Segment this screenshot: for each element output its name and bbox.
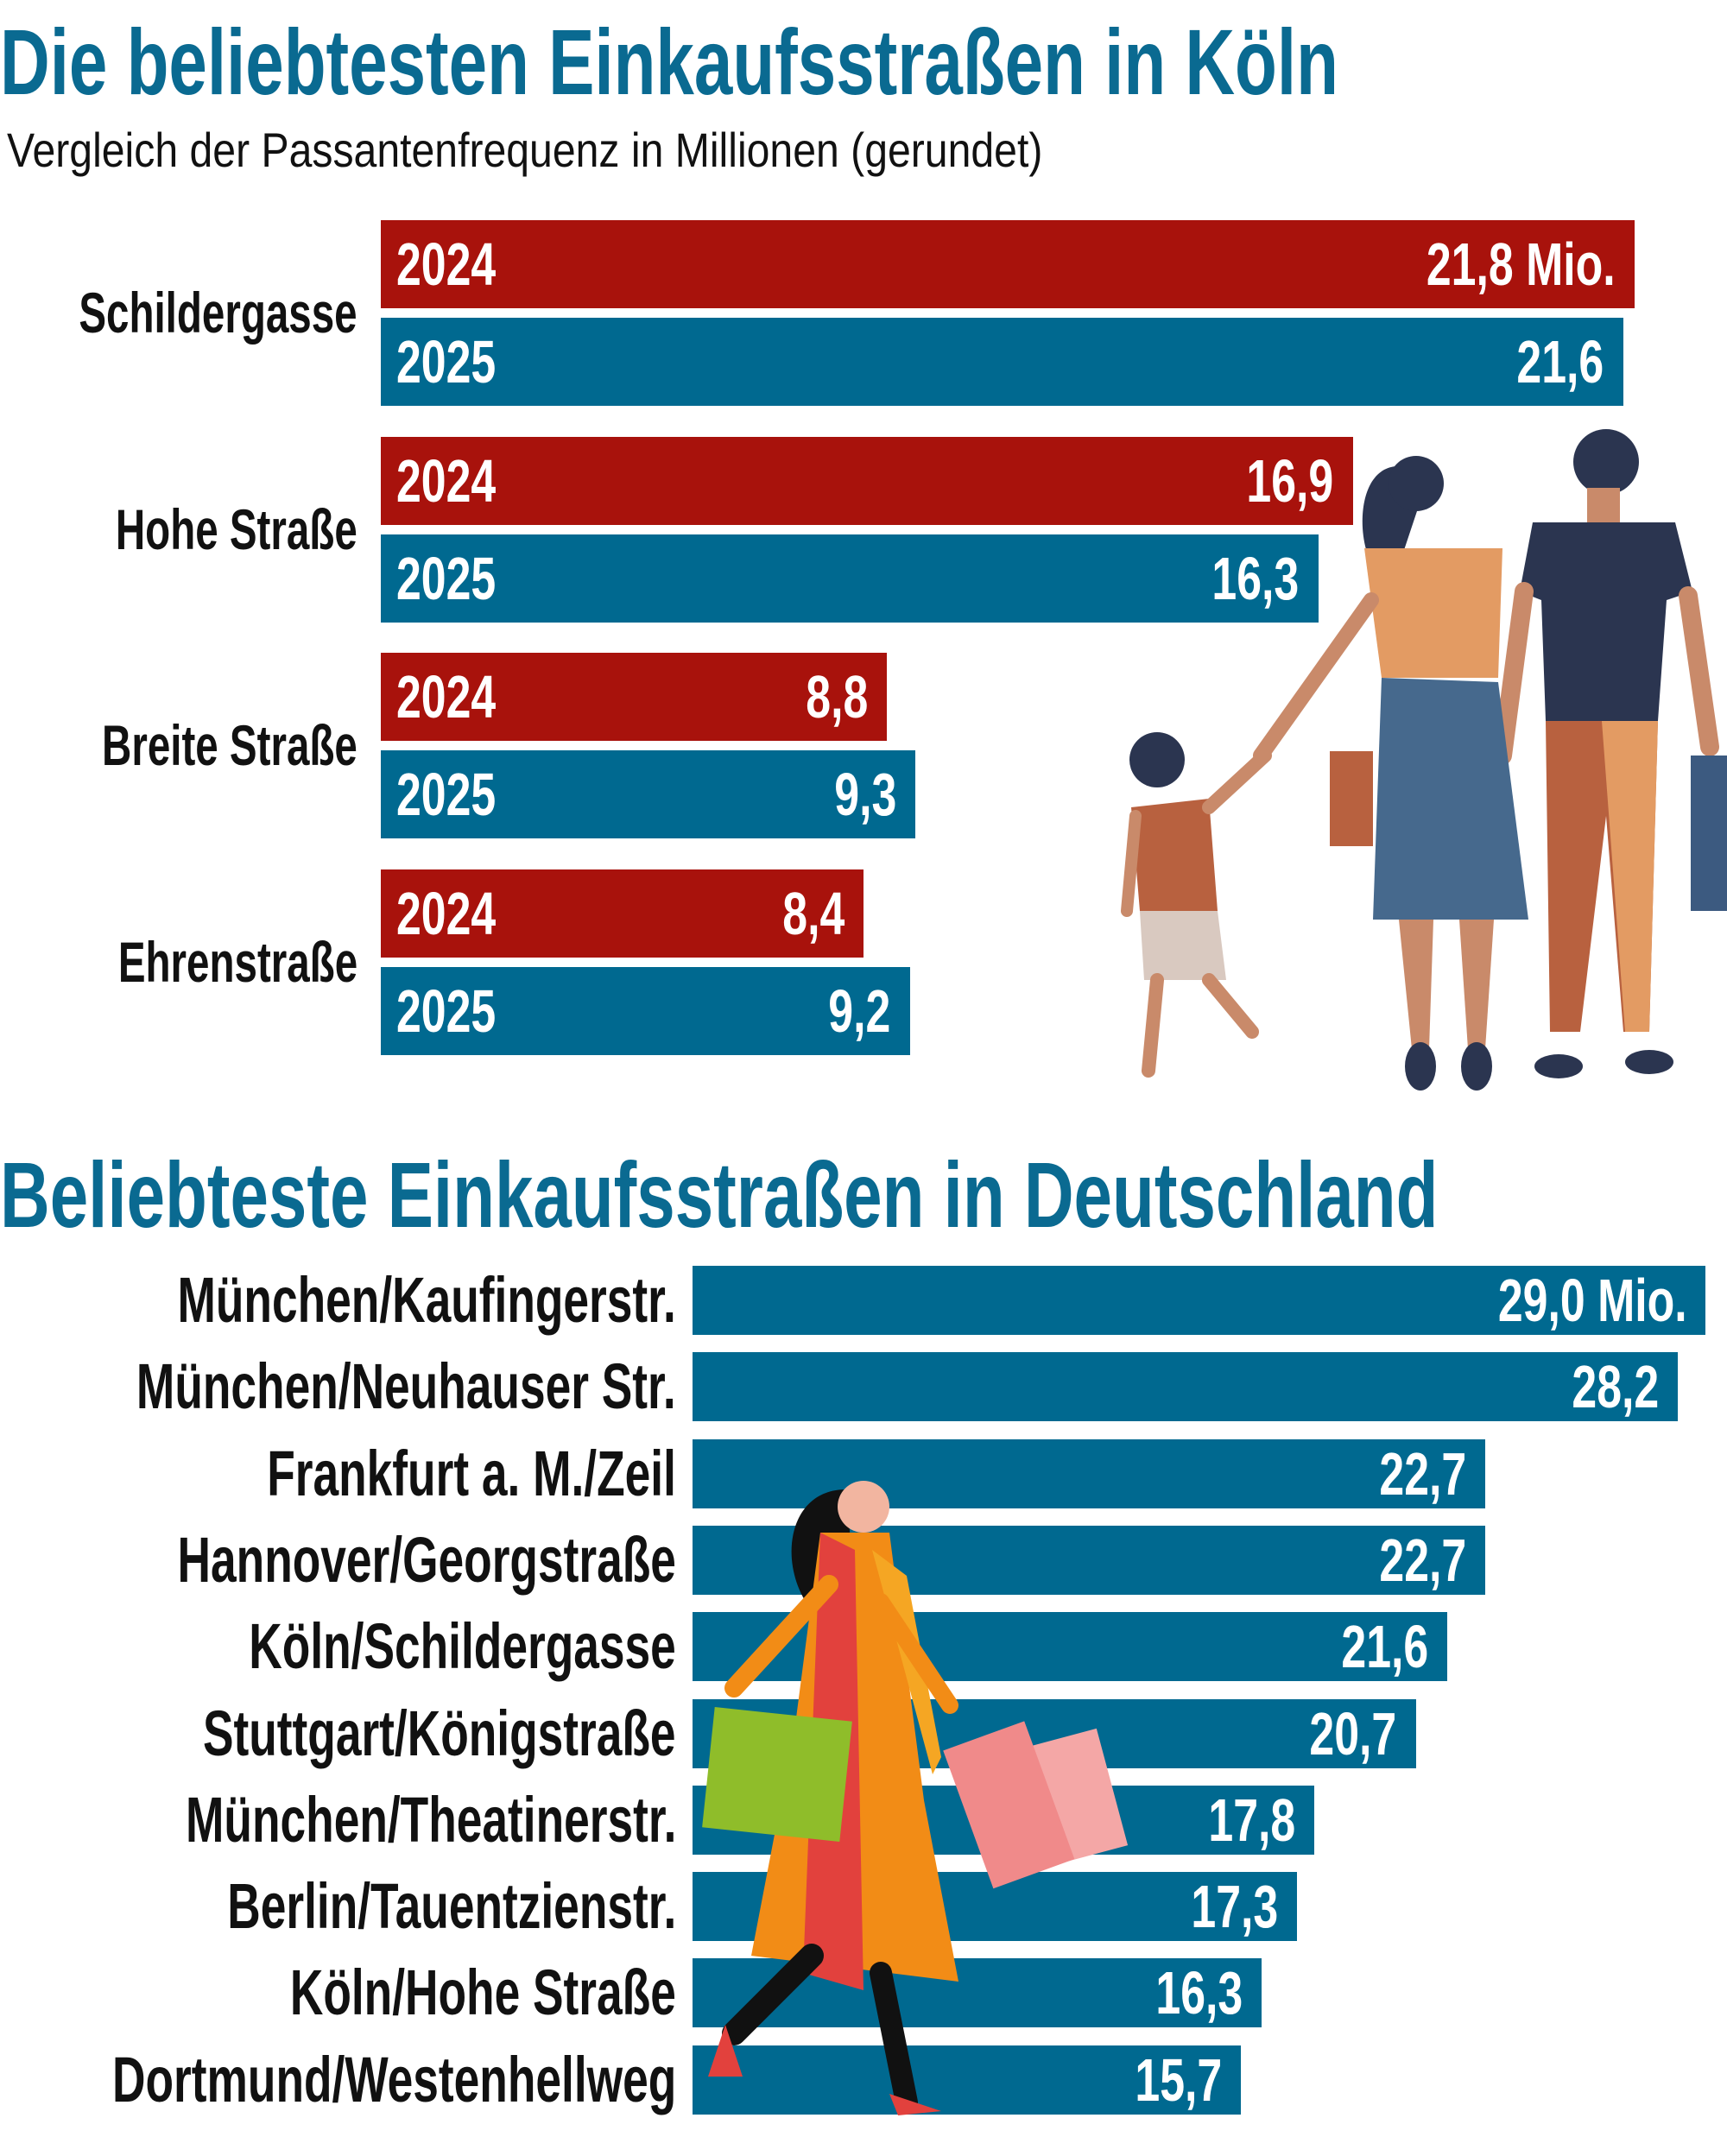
- value-label: 28,2: [1572, 1353, 1659, 1421]
- bar-2025: 2025 16,3: [381, 534, 1319, 623]
- category-label: Köln/Hohe Straße: [289, 1957, 676, 2029]
- year-label: 2024: [396, 446, 497, 515]
- category-label: Hohe Straße: [116, 496, 357, 561]
- value-label: 20,7: [1309, 1699, 1397, 1767]
- value-label: 9,2: [828, 977, 891, 1046]
- bar-2025: 2025 9,2: [381, 967, 910, 1056]
- bar-2024: 2024 16,9: [381, 436, 1353, 525]
- category-label: Breite Straße: [102, 713, 357, 778]
- value-label: 17,3: [1191, 1873, 1278, 1941]
- category-label: Stuttgart/Königstraße: [203, 1697, 676, 1769]
- chart-subtitle: Vergleich der Passantenfrequenz in Milli…: [7, 126, 1211, 174]
- chart-title-deutschland: Beliebteste Einkaufsstraßen in Deutschla…: [0, 1148, 1727, 1242]
- category-label: Köln/Schildergasse: [249, 1610, 676, 1683]
- bar-2025: 2025 21,6: [381, 318, 1623, 406]
- year-label: 2024: [396, 231, 497, 298]
- value-label: 22,7: [1379, 1526, 1467, 1594]
- value-label: 21,6: [1341, 1613, 1428, 1681]
- value-label: 29,0 Mio.: [1497, 1267, 1687, 1334]
- value-label: 15,7: [1135, 2045, 1223, 2114]
- chart-title-koeln: Die beliebtesten Einkaufsstraßen in Köln: [0, 16, 1727, 109]
- year-label: 2025: [396, 761, 497, 829]
- category-label: Frankfurt a. M./Zeil: [267, 1437, 676, 1509]
- family-illustration: [1121, 429, 1727, 1091]
- title-text: Die beliebtesten Einkaufsstraßen in Köln: [0, 9, 1338, 114]
- year-label: 2025: [396, 544, 497, 612]
- value-label: 9,3: [834, 761, 897, 829]
- value-label: 8,4: [782, 880, 845, 948]
- category-label: Dortmund/Westenhellweg: [111, 2043, 676, 2115]
- category-label: München/Theatinerstr.: [185, 1783, 676, 1856]
- bar: 15,7: [693, 2045, 1242, 2115]
- year-label: 2024: [396, 880, 497, 948]
- category-label: München/Neuhauser Str.: [136, 1350, 676, 1423]
- category-label: Berlin/Tauentzienstr.: [226, 1870, 676, 1943]
- subtitle-text: Vergleich der Passantenfrequenz in Milli…: [7, 123, 1043, 177]
- title-text: Beliebteste Einkaufsstraßen in Deutschla…: [0, 1142, 1439, 1247]
- value-label: 22,7: [1379, 1439, 1467, 1508]
- value-label: 21,6: [1516, 328, 1604, 395]
- category-label: München/Kaufingerstr.: [177, 1264, 676, 1336]
- bar-2024: 2024 8,8: [381, 653, 888, 742]
- year-label: 2025: [396, 328, 497, 395]
- shopper-illustration: [702, 1481, 1129, 2115]
- year-label: 2025: [396, 977, 497, 1046]
- value-label: 16,3: [1211, 544, 1300, 612]
- bar-2025: 2025 9,3: [381, 750, 916, 839]
- category-label: Ehrenstraße: [117, 930, 357, 995]
- value-label: 16,3: [1155, 1959, 1243, 2027]
- value-label: 21,8 Mio.: [1427, 231, 1616, 298]
- value-label: 16,9: [1246, 446, 1334, 515]
- bar-2024: 2024 21,8 Mio.: [381, 220, 1635, 308]
- year-label: 2024: [396, 663, 497, 731]
- category-label: Hannover/Georgstraße: [177, 1523, 676, 1596]
- bar-2024: 2024 8,4: [381, 869, 864, 958]
- bar: 28,2: [693, 1352, 1678, 1422]
- bar: 29,0 Mio.: [693, 1266, 1706, 1335]
- category-label: Schildergasse: [79, 281, 357, 345]
- value-label: 17,8: [1208, 1786, 1296, 1854]
- value-label: 8,8: [806, 663, 869, 731]
